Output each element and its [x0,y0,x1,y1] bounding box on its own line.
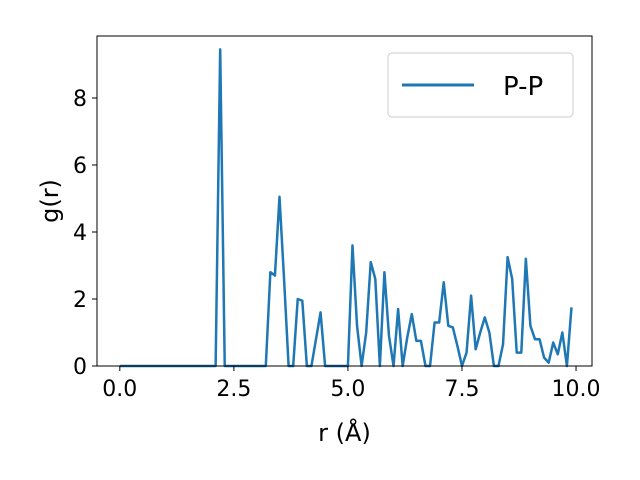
y-tick-label: 4 [73,221,87,246]
y-tick-label: 6 [73,154,87,179]
x-tick-label: 0.0 [102,377,137,402]
legend-box [387,52,574,118]
y-tick-label: 8 [73,87,87,112]
legend: P-P [387,52,574,118]
x-axis-ticks: 0.0 2.5 5.0 7.5 10.0 [102,366,601,402]
plot-frame [96,35,593,367]
y-axis-ticks: 0 2 4 6 8 [73,87,97,380]
x-tick-label: 5.0 [330,377,365,402]
y-tick-label: 2 [73,288,87,313]
y-axis-label: g(r) [36,179,64,223]
y-tick-label: 0 [73,355,87,380]
x-axis-label: r (Å) [318,418,371,447]
x-tick-label: 7.5 [444,377,479,402]
x-tick-label: 2.5 [216,377,251,402]
legend-label-p-p: P-P [503,72,543,102]
x-tick-label: 10.0 [552,377,601,402]
